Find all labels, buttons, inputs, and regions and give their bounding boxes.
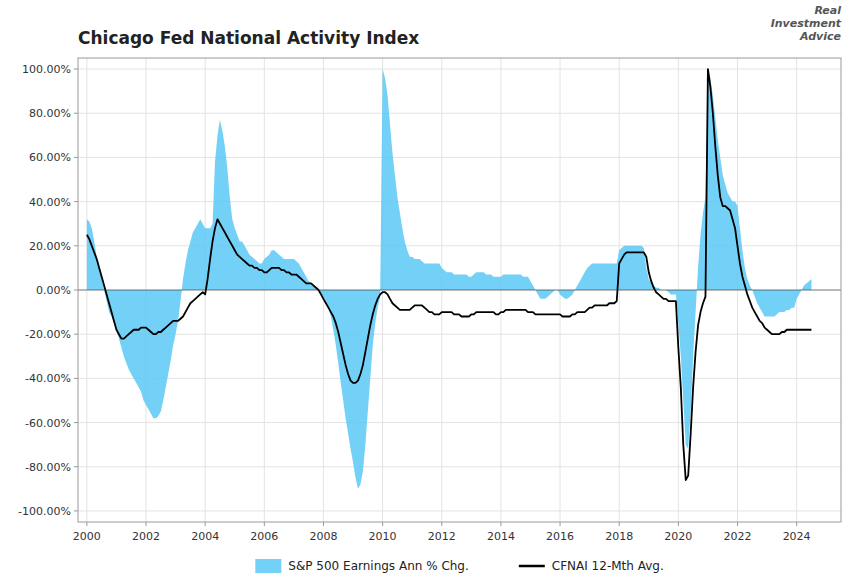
tick [146,522,147,526]
area [87,69,812,489]
tick [796,522,797,526]
tick [74,466,78,467]
tick-label: 2018 [605,530,633,543]
tick-label: -100.00% [18,505,71,518]
tick-label: 0.00% [36,284,71,297]
grid-line [78,378,841,379]
legend-swatch [519,565,545,568]
legend-label: S&P 500 Earnings Ann % Chg. [288,559,469,573]
tick-label: -60.00% [25,417,71,430]
grid-line [78,69,841,70]
tick [500,522,501,526]
grid-line [78,466,841,467]
tick-label: 2000 [73,530,101,543]
tick-label: 2020 [664,530,692,543]
tick [382,522,383,526]
tick [74,157,78,158]
chart: -100.00% -80.00% -60.00% -40.00% -20.00% 0.00… [0,0,863,588]
grid-line [78,510,841,511]
tick [74,69,78,70]
legend-item: S&P 500 Earnings Ann % Chg. [255,559,468,573]
grid-line [78,157,841,158]
tick-label: 20.00% [29,240,71,253]
tick [74,113,78,114]
tick-label: 2014 [487,530,515,543]
tick-label: 40.00% [29,196,71,209]
tick-label: 100.00% [22,63,71,76]
tick [678,522,679,526]
tick [74,201,78,202]
tick-label: 2008 [309,530,337,543]
tick [74,422,78,423]
y-axis: -100.00% -80.00% -60.00% -40.00% -20.00% 0.00… [18,63,78,518]
tick-label: -20.00% [25,328,71,341]
tick-label: 2024 [783,530,811,543]
tick-label: -40.00% [25,372,71,385]
grid-line [78,422,841,423]
legend-label: CFNAI 12-Mth Avg. [552,559,664,573]
tick [441,522,442,526]
legend: S&P 500 Earnings Ann % Chg. CFNAI 12-Mth … [255,559,663,573]
zero-line [78,290,841,291]
tick-label: -80.00% [25,461,71,474]
grid-line [78,113,841,114]
line [87,69,812,480]
tick [264,522,265,526]
tick [74,290,78,291]
tick [74,378,78,379]
tick-label: 2022 [723,530,751,543]
title: Chicago Fed National Activity Index [78,28,419,48]
tick-label: 2004 [191,530,219,543]
plot-frame [78,58,841,522]
x-axis: 2000 2002 2004 2006 2008 2010 2012 2014 2016 2018… [73,522,811,543]
legend-swatch [255,559,281,573]
tick [86,522,87,526]
tick [74,245,78,246]
tick-label: 2012 [428,530,456,543]
tick-label: 2010 [369,530,397,543]
tick-label: 60.00% [29,151,71,164]
tick [74,510,78,511]
tick-label: 80.00% [29,107,71,120]
grid [78,58,841,522]
tick-label: 2016 [546,530,574,543]
tick [323,522,324,526]
tick [560,522,561,526]
tick [619,522,620,526]
legend-item: CFNAI 12-Mth Avg. [519,559,664,573]
annotation: RealInvestmentAdvice [771,4,842,43]
tick-label: 2002 [132,530,160,543]
tick [74,334,78,335]
tick-label: 2006 [250,530,278,543]
grid-line [78,334,841,335]
background [0,0,863,588]
tick [205,522,206,526]
tick [737,522,738,526]
plot-area [87,69,812,489]
